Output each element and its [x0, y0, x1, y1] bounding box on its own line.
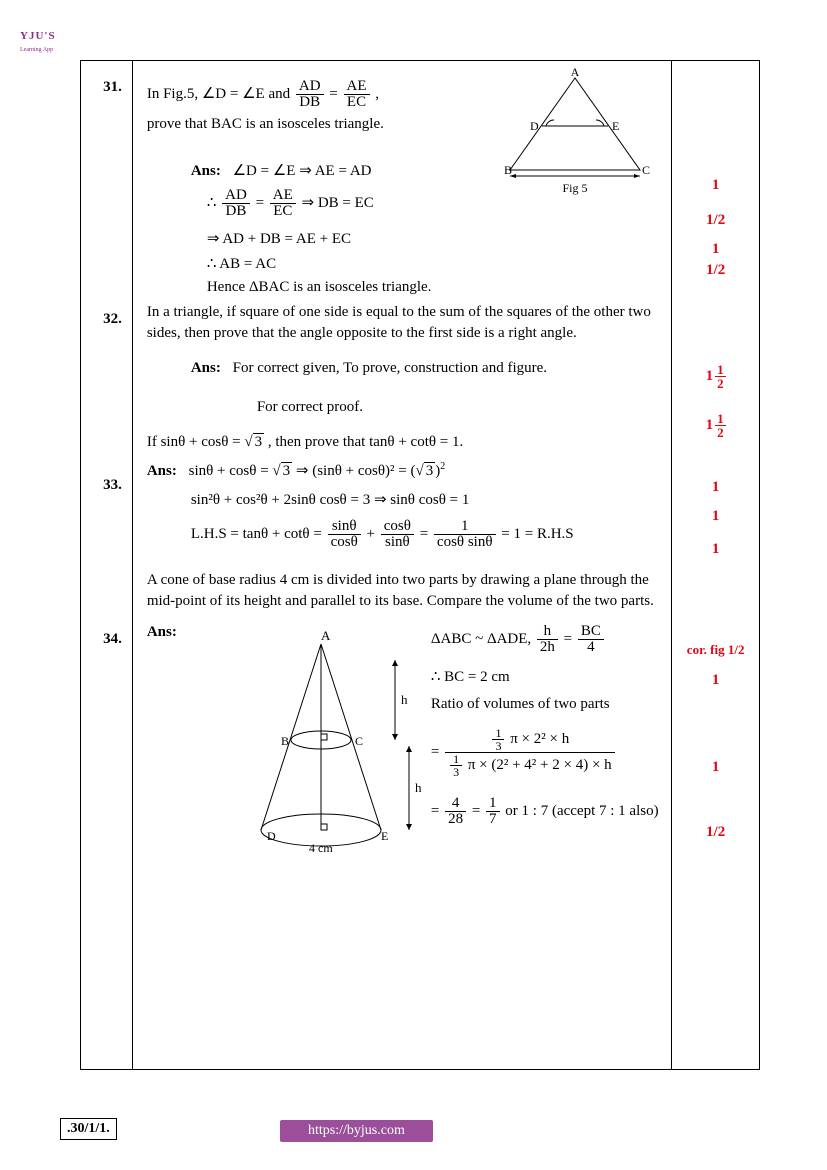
q34-working: ΔABC ~ ΔADE, h2h = BC4 ∴ BC = 2 cm Ratio…	[421, 624, 661, 833]
mark: 1	[672, 541, 759, 558]
q31-ans4: ∴ AB = AC	[207, 254, 661, 273]
cone-figure: A B C D E 4 cm	[251, 630, 421, 865]
q32-ans2: For correct proof.	[257, 399, 661, 416]
svg-text:C: C	[355, 734, 363, 748]
mark: 1	[672, 241, 759, 258]
logo-main: YJU'S	[20, 30, 56, 42]
logo-sub: Learning App	[20, 47, 53, 53]
mark: 112	[672, 412, 759, 439]
logo: YJU'S Learning App	[20, 30, 56, 54]
q31-ans3: ⇒ AD + DB = AE + EC	[207, 229, 661, 248]
q31-line1: In Fig.5, ∠D = ∠E and ADDB = AEEC ,	[147, 79, 661, 110]
q33-ans1: Ans: sinθ + cosθ = 3 ⇒ (sinθ + cosθ)² = …	[147, 461, 661, 480]
q31-ans2: ∴ ADDB = AEEC ⇒ DB = EC	[207, 188, 661, 219]
svg-text:A: A	[321, 628, 331, 643]
q34-text: A cone of base radius 4 cm is divided in…	[147, 570, 661, 612]
q31-line2: prove that BAC is an isosceles triangle.	[147, 116, 661, 133]
footer-code: .30/1/1.	[60, 1118, 117, 1140]
q32-text: In a triangle, if square of one side is …	[147, 302, 661, 344]
mark: cor. fig 1/2	[672, 642, 759, 658]
svg-text:B: B	[281, 734, 289, 748]
mark: 1/2	[672, 212, 759, 229]
mark: 1/2	[672, 824, 759, 841]
qnum-column: 31. 32. 33. 34.	[81, 61, 133, 1069]
mark: 1	[672, 508, 759, 525]
q34-ans-label: Ans:	[147, 624, 177, 640]
svg-text:D: D	[267, 829, 276, 843]
q31: In Fig.5, ∠D = ∠E and ADDB = AEEC , prov…	[147, 79, 661, 296]
q34-s1: ΔABC ~ ΔADE, h2h = BC4	[431, 624, 661, 655]
body-column: In Fig.5, ∠D = ∠E and ADDB = AEEC , prov…	[133, 61, 671, 1069]
mark: 1/2	[672, 262, 759, 279]
q34-s2: ∴ BC = 2 cm	[431, 667, 661, 686]
q33-ans3: L.H.S = tanθ + cotθ = sinθcosθ + cosθsin…	[191, 519, 661, 550]
qnum-31: 31.	[81, 79, 132, 311]
q32: In a triangle, if square of one side is …	[147, 302, 661, 416]
q31-ans5: Hence ΔBAC is an isosceles triangle.	[207, 279, 661, 296]
mark: 1	[672, 759, 759, 776]
q32-ans1: Ans: For correct given, To prove, constr…	[191, 360, 661, 377]
footer-url: https://byjus.com	[280, 1120, 433, 1142]
svg-text:4 cm: 4 cm	[309, 841, 333, 855]
page-frame: 31. 32. 33. 34. In Fig.5, ∠D = ∠E and AD…	[80, 60, 760, 1070]
svg-text:E: E	[381, 829, 388, 843]
mark: 1	[672, 479, 759, 496]
q34-s3: Ratio of volumes of two parts	[431, 696, 661, 713]
q33-ans2: sin²θ + cos²θ + 2sinθ cosθ = 3 ⇒ sinθ co…	[191, 490, 661, 509]
qnum-32: 32.	[81, 311, 132, 477]
q34-s4: = 13 π × 2² × h 13 π × (2² + 4² + 2 × 4)…	[431, 727, 661, 778]
marks-column: 1 1/2 1 1/2 112 112 1 1 1 cor. fig 1/2 1…	[671, 61, 759, 1069]
q31-ans1: Ans: ∠D = ∠E ⇒ AE = AD	[191, 161, 661, 180]
qnum-33: 33.	[81, 477, 132, 631]
mark: 1	[672, 672, 759, 689]
q33: If sinθ + cosθ = 3 , then prove that tan…	[147, 434, 661, 550]
mark: 112	[672, 363, 759, 390]
q33-text: If sinθ + cosθ = 3 , then prove that tan…	[147, 434, 661, 451]
mark: 1	[672, 177, 759, 194]
qnum-34: 34.	[81, 631, 132, 648]
q34: A cone of base radius 4 cm is divided in…	[147, 570, 661, 865]
q34-s5: = 428 = 17 or 1 : 7 (accept 7 : 1 also)	[431, 796, 661, 827]
svg-text:h: h	[401, 692, 408, 707]
